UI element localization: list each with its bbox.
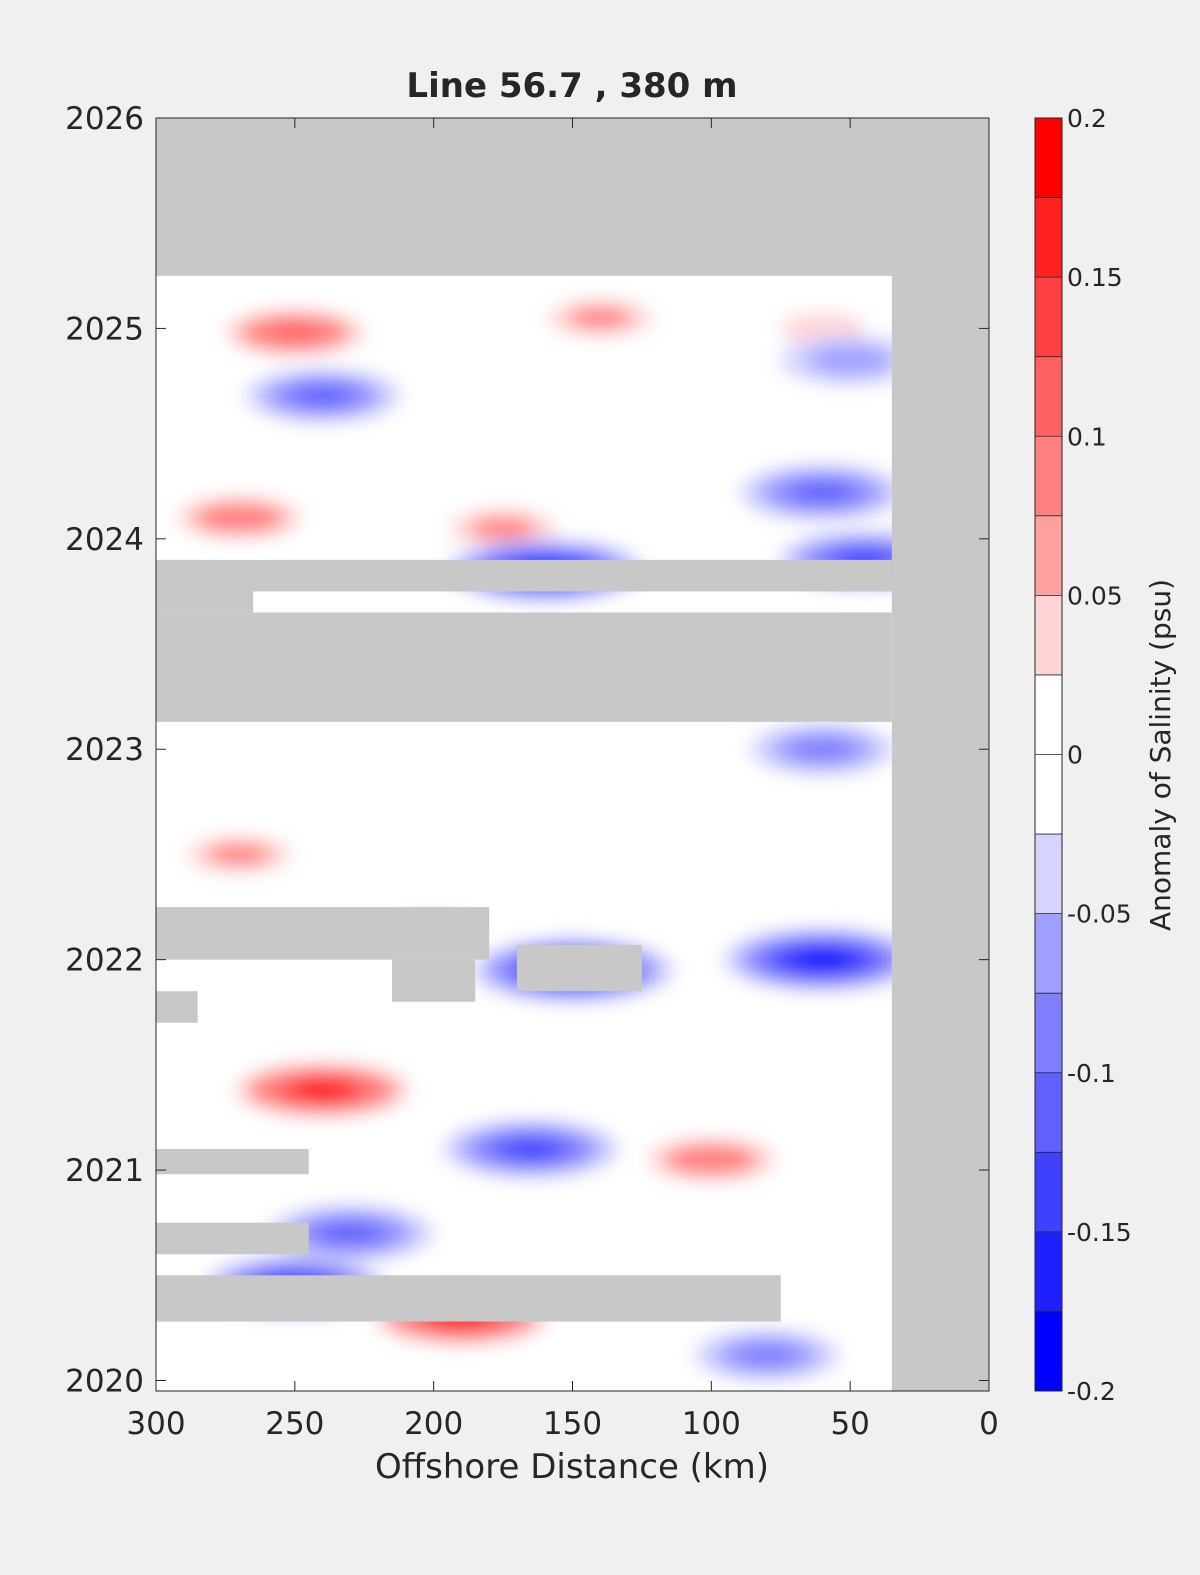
anomaly-contour [807,344,893,376]
y-tick-label: 2025 [65,311,144,347]
colorbar-tick-label: 0.05 [1067,581,1123,610]
anomaly-contour [296,386,349,405]
x-axis: 300 250 200 150 100 50 0 [126,118,999,1442]
colorbar-tick-label: 0.1 [1067,422,1107,451]
colorbar-tick-label: -0.05 [1067,900,1132,929]
x-tick-label: 250 [265,1406,324,1442]
colorbar-tick-label: -0.1 [1067,1059,1116,1088]
no-data-region [156,1275,781,1322]
chart-title: Line 56.7 , 380 m [406,66,737,106]
colorbar-segment [1035,436,1062,516]
colorbar-tick-label: 0 [1067,741,1083,770]
y-tick-label: 2023 [65,732,144,768]
anomaly-contour [271,324,319,341]
colorbar-segment [1035,674,1062,755]
colorbar-segment [1035,913,1062,994]
y-tick-label: 2020 [65,1363,144,1399]
colorbar-tick-label: 0.2 [1067,104,1107,133]
colorbar-segment [1035,118,1062,198]
colorbar-segment [1035,1152,1062,1232]
y-tick-label: 2022 [65,943,144,979]
x-tick-label: 100 [682,1406,741,1442]
x-tick-label: 200 [404,1406,463,1442]
no-data-region [392,959,476,1002]
no-data-region [156,1149,309,1175]
anomaly-contour [302,1083,343,1097]
x-tick-label: 300 [126,1406,185,1442]
anomaly-contour [322,1223,379,1243]
no-data-region [156,991,198,1023]
anomaly-contour [470,516,536,540]
no-data-region [156,612,892,722]
no-data-region [156,559,892,592]
anomaly-contour [735,1344,799,1367]
colorbar-segment [1035,197,1062,278]
anomaly-contour [794,483,851,502]
colorbar-segment [1035,356,1062,437]
x-tick-label: 150 [543,1406,602,1442]
colorbar-label: Anomaly of Salinity (psu) [1144,579,1177,931]
anomaly-contour [207,843,271,866]
anomaly-contour [568,306,632,329]
anomaly-contour [791,738,854,761]
colorbar-tick-label: -0.2 [1067,1377,1116,1406]
colorbar-tick-label: 0.15 [1067,263,1123,292]
y-tick-label: 2026 [65,101,144,137]
colorbar-segment [1035,595,1062,675]
colorbar-segment [1035,754,1062,835]
no-data-region [891,118,989,1391]
colorbar-segment [1035,1231,1062,1312]
x-tick-label: 0 [979,1406,999,1442]
x-axis-label: Offshore Distance (km) [375,1447,769,1487]
anomaly-contour [212,508,267,527]
colorbar-tick-label: -0.15 [1067,1218,1132,1247]
colorbar-segment [1035,515,1062,596]
x-tick-label: 50 [830,1406,869,1442]
anomaly-contour [683,1150,740,1169]
colorbar-segment [1035,1072,1062,1153]
no-data-region [156,907,490,960]
no-data-region [516,944,642,992]
y-axis: 2020 2021 2022 2023 2024 2025 2026 [65,101,989,1399]
no-data-mask [156,118,989,1391]
colorbar: 0.2 0.15 0.1 0.05 0 -0.05 -0.1 -0.15 -0.2 [1034,104,1132,1406]
colorbar-segment [1035,834,1062,914]
no-data-region [156,1222,309,1255]
no-data-region [156,118,989,276]
colorbar-segment [1035,277,1062,357]
colorbar-frame [1034,117,1063,1392]
plot-area [156,118,989,1391]
y-tick-label: 2021 [65,1153,144,1189]
anomaly-contour [802,953,843,966]
colorbar-segment [1035,993,1062,1073]
colorbar-segment [1035,1311,1062,1391]
anomaly-contour [506,1141,556,1157]
y-tick-label: 2024 [65,522,144,558]
